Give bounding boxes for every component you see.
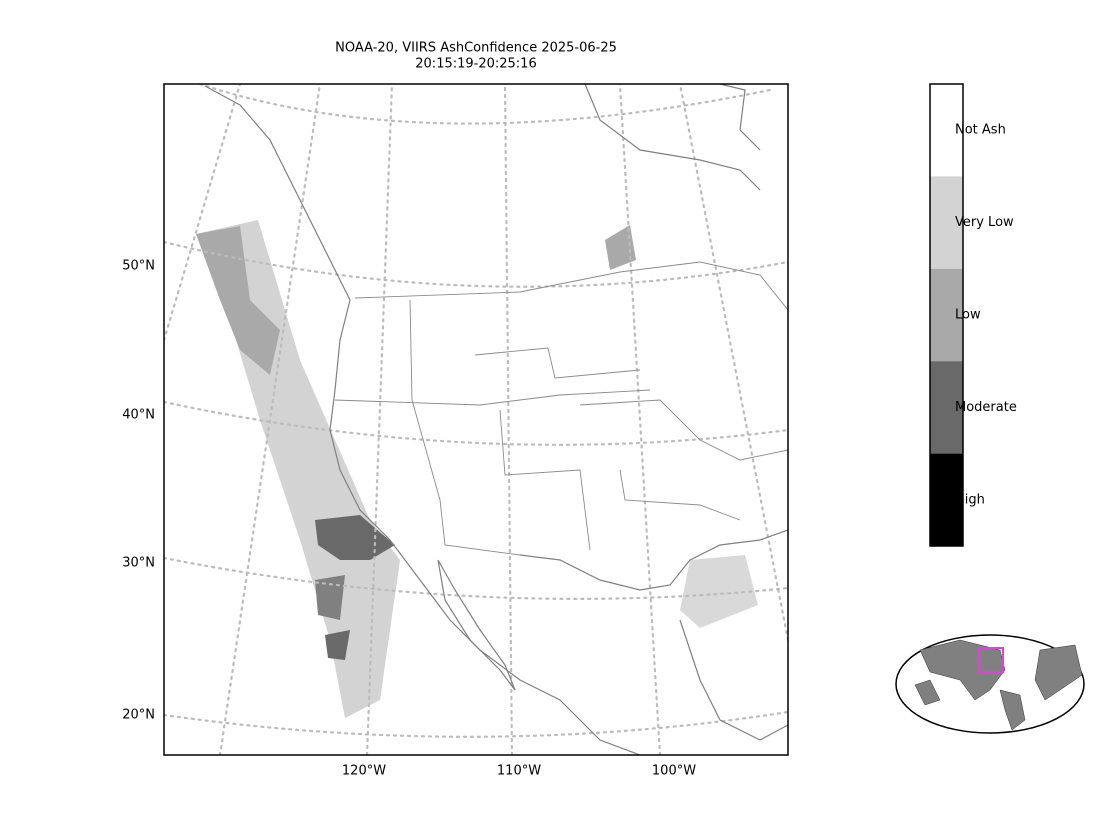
colorbar-label: Low xyxy=(955,308,981,323)
swath-moderate xyxy=(325,630,350,660)
longitude-label: 110°W xyxy=(497,764,541,779)
colorbar-label: High xyxy=(955,492,985,507)
colorbar-segment xyxy=(930,268,963,362)
swath-moderate xyxy=(315,515,395,560)
map xyxy=(164,84,788,755)
colorbar-segment xyxy=(930,453,963,546)
colorbar-label: Moderate xyxy=(955,400,1017,415)
colorbar-frame xyxy=(929,83,964,547)
title-line: NOAA-20, VIIRS AshConfidence 2025-06-25 xyxy=(335,41,617,56)
swath-moderate xyxy=(315,575,345,620)
colorbar-label: Very Low xyxy=(955,215,1014,230)
colorbar-label: Not Ash xyxy=(955,123,1006,138)
latitude-label: 50°N xyxy=(122,259,155,274)
longitude-label: 120°W xyxy=(342,764,386,779)
inset-globe xyxy=(895,634,1085,734)
title-line: 20:15:19-20:25:16 xyxy=(415,57,536,72)
swath-low xyxy=(196,226,280,375)
latitude-label: 20°N xyxy=(122,708,155,723)
colorbar-segment xyxy=(930,176,963,269)
colorbar-segment xyxy=(930,84,963,177)
longitude-label: 100°W xyxy=(652,764,696,779)
latitude-label: 40°N xyxy=(122,408,155,423)
colorbar-segment xyxy=(930,361,963,454)
swath xyxy=(680,555,758,628)
latitude-label: 30°N xyxy=(122,556,155,571)
colorbar: Not Ash Very Low Low Moderate High xyxy=(929,83,1017,547)
map-frame xyxy=(163,83,789,756)
